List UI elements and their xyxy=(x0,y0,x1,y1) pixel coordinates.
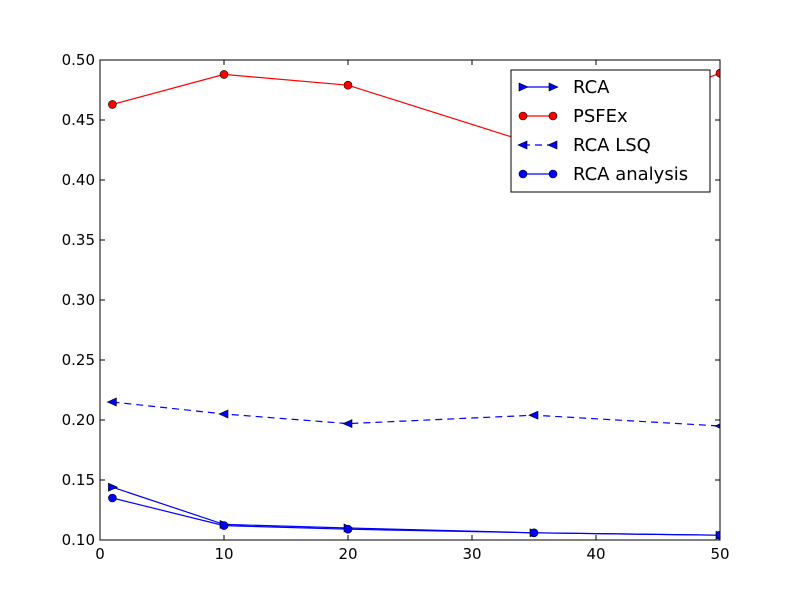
y-tick-label: 0.15 xyxy=(62,471,95,489)
data-point-rca-lsq xyxy=(528,410,539,420)
y-tick-label: 0.40 xyxy=(62,171,95,189)
data-point-rca-analysis xyxy=(219,521,229,530)
data-point-rca xyxy=(108,482,119,492)
x-tick-label: 40 xyxy=(586,545,605,563)
y-tick-label: 0.50 xyxy=(62,51,95,69)
legend-marker-rca xyxy=(518,82,529,92)
data-point-rca-lsq xyxy=(342,419,353,429)
legend-marker-rca-analysis xyxy=(518,169,528,179)
y-tick-label: 0.10 xyxy=(62,531,95,549)
series-rca-lsq xyxy=(106,397,720,429)
legend-label-rca-analysis: RCA analysis xyxy=(573,164,688,185)
legend-marker-psfex xyxy=(548,111,558,121)
axes-frame xyxy=(99,59,721,541)
y-tick-label: 0.35 xyxy=(62,231,95,249)
y-tick-label: 0.25 xyxy=(62,351,95,369)
legend: RCA PSFEx RCA LSQ RCA analysis xyxy=(510,69,711,193)
legend-marker-rca xyxy=(548,82,559,92)
x-tick-label: 20 xyxy=(338,545,357,563)
y-tick-label: 0.20 xyxy=(62,411,95,429)
series-rca-analysis xyxy=(108,493,720,540)
legend-label-psfex: PSFEx xyxy=(573,106,628,127)
data-point-psfex xyxy=(108,100,117,109)
x-tick-label: 30 xyxy=(462,545,481,563)
legend-label-rca-lsq: RCA LSQ xyxy=(573,135,651,156)
legend-marker-psfex xyxy=(518,111,528,121)
y-tick-label: 0.30 xyxy=(62,291,95,309)
data-point-psfex xyxy=(715,68,720,78)
series-line-rca xyxy=(112,486,720,536)
legend-box xyxy=(510,69,711,193)
data-point-rca-lsq xyxy=(106,397,117,407)
x-tick-label: 50 xyxy=(710,545,729,563)
data-point-rca-lsq xyxy=(218,409,229,419)
y-tick-label: 0.45 xyxy=(62,111,95,129)
legend-label-rca: RCA xyxy=(573,77,610,98)
data-point-rca-analysis xyxy=(343,524,353,534)
data-point-psfex xyxy=(343,80,353,90)
axis-tick-labels: 0 10 20 30 40 50 0.10 0.15 0.20 0.25 0.30 0.35 0.40 0… xyxy=(62,51,730,563)
data-point-rca-analysis xyxy=(715,530,720,540)
data-point-rca-analysis xyxy=(529,528,539,538)
series-line-rca-lsq xyxy=(112,401,720,427)
legend-marker-rca-lsq xyxy=(547,140,558,150)
x-tick-label: 0 xyxy=(95,545,105,563)
data-point-rca-analysis xyxy=(108,493,117,503)
x-tick-label: 10 xyxy=(214,545,233,563)
data-point-psfex xyxy=(219,70,229,79)
legend-marker-rca-lsq xyxy=(517,140,528,150)
legend-marker-rca-analysis xyxy=(548,169,558,179)
